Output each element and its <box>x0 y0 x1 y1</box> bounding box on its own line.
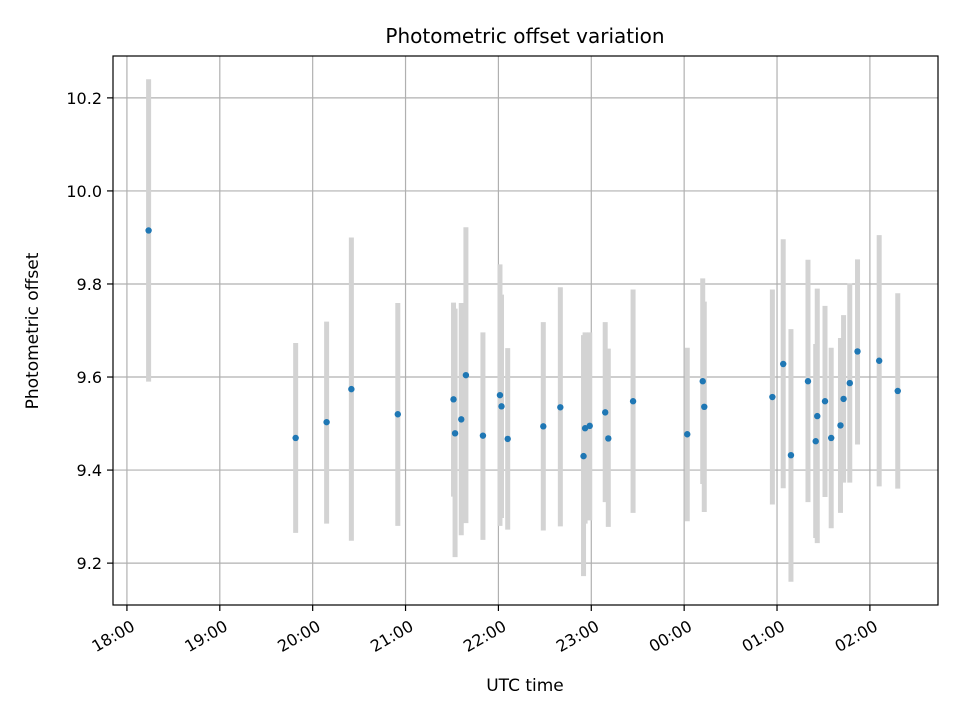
data-point <box>479 432 487 439</box>
data-point <box>840 395 847 403</box>
y-tick-label: 10.2 <box>66 89 102 108</box>
x-tick-label: 23:00 <box>553 616 602 656</box>
data-point <box>780 360 787 368</box>
data-point <box>462 371 470 379</box>
x-tick-label: 00:00 <box>646 616 695 656</box>
data-point <box>323 418 330 426</box>
data-point <box>557 404 564 411</box>
data-point <box>348 385 355 393</box>
data-point <box>145 227 152 234</box>
data-point <box>292 434 299 442</box>
data-point <box>846 379 853 387</box>
point-layer <box>145 227 901 460</box>
data-point <box>504 435 511 443</box>
data-point <box>458 416 465 423</box>
data-point <box>699 378 706 385</box>
data-point <box>450 396 457 403</box>
y-tick-label: 9.2 <box>77 554 102 573</box>
x-tick-label: 21:00 <box>367 616 416 656</box>
y-tick-label: 9.8 <box>77 275 102 294</box>
data-point <box>580 452 587 460</box>
data-point <box>684 431 691 438</box>
data-point <box>787 451 795 459</box>
data-point <box>394 411 402 418</box>
x-tick-label: 18:00 <box>88 616 137 656</box>
data-point <box>875 357 883 364</box>
y-ticks: 9.2 9.4 9.6 9.8 10.0 10.2 <box>66 89 113 573</box>
data-point <box>451 430 459 437</box>
x-ticks: 18:00 19:00 20:00 21:00 22:00 23:00 00:00 01:00… <box>88 605 881 656</box>
data-point <box>827 434 835 442</box>
x-axis-title: UTC time <box>486 676 564 696</box>
chart-title: Photometric offset variation <box>385 24 664 48</box>
x-tick-label: 20:00 <box>274 616 323 656</box>
plot-frame <box>112 55 939 606</box>
data-point <box>837 422 844 429</box>
data-point <box>498 403 505 410</box>
y-tick-label: 10.0 <box>66 182 102 201</box>
data-point <box>540 423 547 430</box>
data-point <box>496 391 504 399</box>
data-point <box>894 387 901 395</box>
data-point <box>812 438 819 445</box>
y-axis-title: Photometric offset <box>23 252 43 409</box>
data-point <box>701 403 708 411</box>
data-point <box>629 398 637 405</box>
data-point <box>769 393 776 401</box>
x-tick-label: 01:00 <box>739 616 788 656</box>
data-point <box>586 422 593 430</box>
x-tick-label: 02:00 <box>831 616 880 656</box>
data-point <box>821 398 829 405</box>
x-tick-label: 19:00 <box>181 616 230 656</box>
data-point <box>854 348 861 355</box>
data-point <box>814 412 821 420</box>
y-tick-label: 9.6 <box>77 368 102 387</box>
y-tick-label: 9.4 <box>77 461 102 480</box>
data-point <box>602 409 609 416</box>
data-point <box>804 378 812 385</box>
errorbar-layer <box>146 79 901 582</box>
x-tick-label: 22:00 <box>460 616 509 656</box>
data-point <box>605 435 612 442</box>
